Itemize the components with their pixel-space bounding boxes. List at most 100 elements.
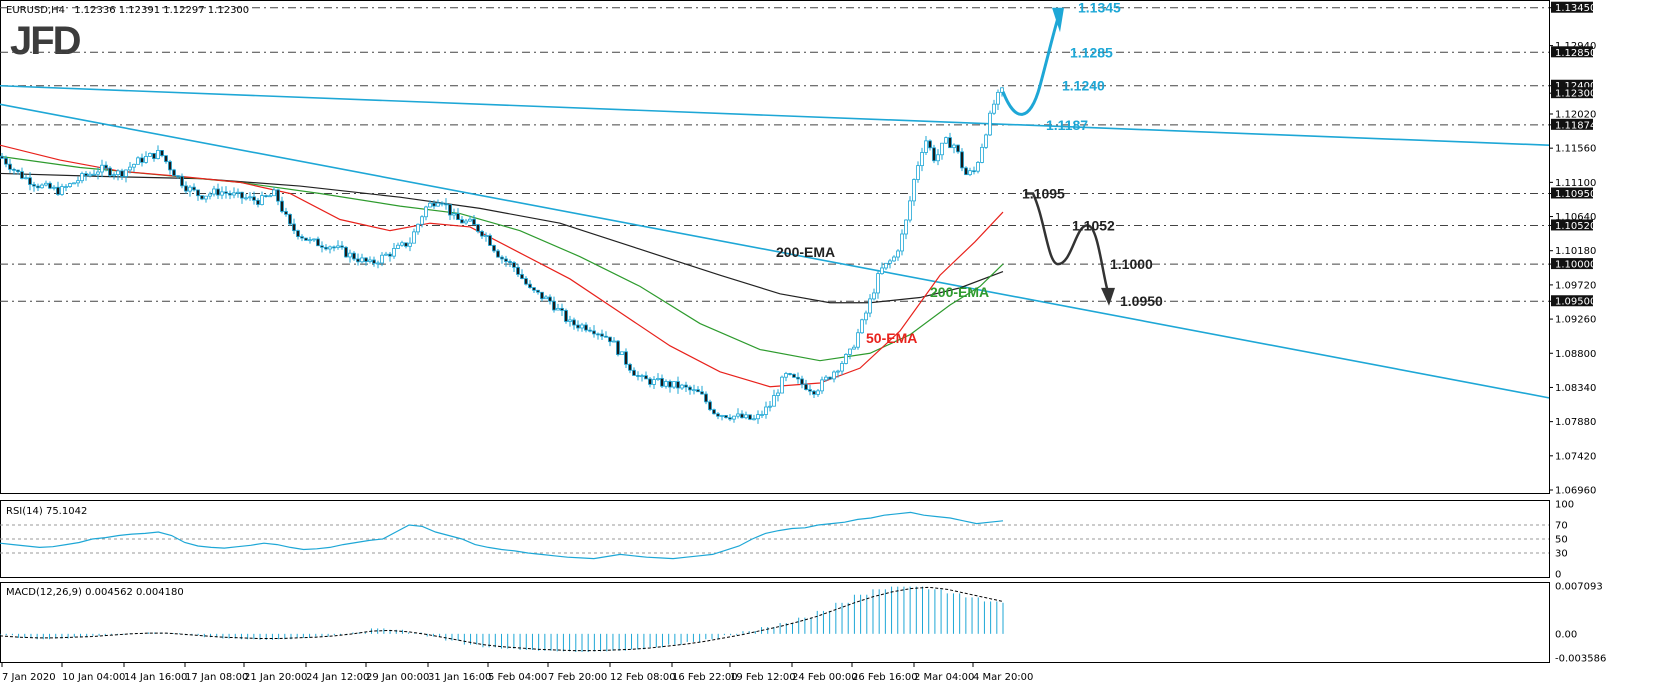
candle-body: [960, 151, 964, 169]
candle-body: [56, 186, 60, 195]
candle-body: [840, 363, 844, 372]
candle-body: [744, 414, 748, 419]
candle-body: [532, 287, 536, 291]
time-tick-label: 2 Mar 04:00: [914, 672, 974, 683]
candle-body: [572, 319, 576, 326]
time-tick-label: 16 Feb 22:00: [672, 672, 738, 683]
candle-body: [1000, 87, 1004, 93]
candle-body: [976, 162, 980, 172]
candle-body: [16, 169, 20, 173]
candle-body: [784, 373, 788, 378]
candle-body: [692, 389, 696, 392]
candle-body: [436, 202, 440, 207]
candle-body: [888, 260, 892, 264]
candle-body: [592, 330, 596, 335]
candle-body: [704, 393, 708, 403]
candle-body: [700, 391, 704, 395]
candle-body: [40, 184, 44, 189]
candle-body: [636, 375, 640, 377]
candle-body: [476, 224, 480, 232]
candle-body: [792, 373, 796, 378]
candle-body: [104, 164, 108, 169]
level-annotation-1-1285: 1.1285: [1070, 44, 1113, 60]
candle-body: [480, 231, 484, 237]
candle-body: [340, 245, 344, 248]
candle-body: [484, 235, 488, 237]
candle-body: [172, 169, 176, 177]
price-label-box: [1551, 46, 1593, 58]
candle-body: [384, 253, 388, 256]
bearish-arrow-path: [1025, 192, 1110, 293]
candle-body: [512, 262, 516, 268]
level-annotation-1-1187: 1.1187: [1046, 117, 1088, 133]
candle-body: [708, 401, 712, 411]
candle-body: [332, 246, 336, 249]
candle-body: [52, 186, 56, 189]
price-label-box: [1551, 87, 1593, 99]
candle-body: [620, 351, 624, 355]
candle-body: [344, 246, 348, 258]
candle-body: [608, 336, 612, 343]
candle-body: [368, 259, 372, 262]
candle-body: [836, 370, 840, 373]
price-label-box: [1551, 79, 1593, 91]
bearish-arrow-head: [1101, 287, 1115, 306]
candle-body: [308, 239, 312, 242]
macd-tick-label: 0.00: [1555, 629, 1577, 640]
candle-body: [44, 182, 48, 186]
candle-body: [576, 324, 580, 329]
price-tick-label: 1.07880: [1555, 417, 1596, 428]
candle-body: [640, 375, 644, 378]
candle-body: [492, 245, 496, 252]
quote-label: 1.12336 1.12391 1.12297 1.12300: [74, 5, 249, 16]
candle-body: [648, 378, 652, 385]
candle-body: [712, 409, 716, 415]
rsi-series: 100 70 50 30 0: [0, 500, 1574, 581]
candle-body: [12, 168, 16, 171]
ema-lines: [0, 144, 1004, 388]
candle-body: [768, 405, 772, 408]
level-annotation-1-1345: 1.1345: [1078, 0, 1121, 16]
candle-body: [772, 395, 776, 407]
highlighted-price-label: 1.12850: [1555, 48, 1596, 59]
candle-body: [84, 173, 88, 177]
candle-body: [940, 142, 944, 156]
candle-body: [400, 242, 404, 246]
candle-body: [432, 202, 436, 207]
candle-body: [232, 192, 236, 196]
candle-body: [780, 376, 784, 394]
candle-body: [728, 417, 732, 420]
candle-body: [280, 200, 284, 212]
candle-body: [360, 257, 364, 263]
macd-header: MACD(12,26,9) 0.004562 0.004180: [6, 587, 184, 598]
candle-body: [588, 329, 592, 332]
candle-body: [180, 175, 184, 187]
rsi-tick-label: 100: [1555, 500, 1574, 511]
candle-body: [664, 381, 668, 387]
candle-body: [468, 218, 472, 222]
rsi-tick-label: 30: [1555, 549, 1568, 560]
candle-body: [284, 211, 288, 215]
candle-body: [556, 307, 560, 311]
candle-body: [412, 231, 416, 244]
candle-body: [548, 296, 552, 302]
candle-body: [612, 340, 616, 343]
candle-body: [896, 250, 900, 258]
macd-pane: [0, 582, 1550, 663]
macd-tick-label: -0.003586: [1555, 654, 1606, 665]
macd-tick-label: 0.007093: [1555, 582, 1603, 593]
price-label-box: [1551, 258, 1593, 270]
candle-body: [904, 219, 908, 235]
candle-body: [544, 296, 548, 300]
candle-body: [224, 191, 228, 194]
candle-body: [884, 262, 888, 269]
candle-body: [604, 335, 608, 338]
symbol-label: EURUSD,H4: [6, 5, 65, 16]
candle-body: [196, 189, 200, 197]
candle-body: [552, 300, 556, 311]
candles: [0, 87, 1004, 424]
candle-body: [204, 195, 208, 200]
candle-body: [696, 389, 700, 393]
candle-body: [464, 220, 468, 224]
